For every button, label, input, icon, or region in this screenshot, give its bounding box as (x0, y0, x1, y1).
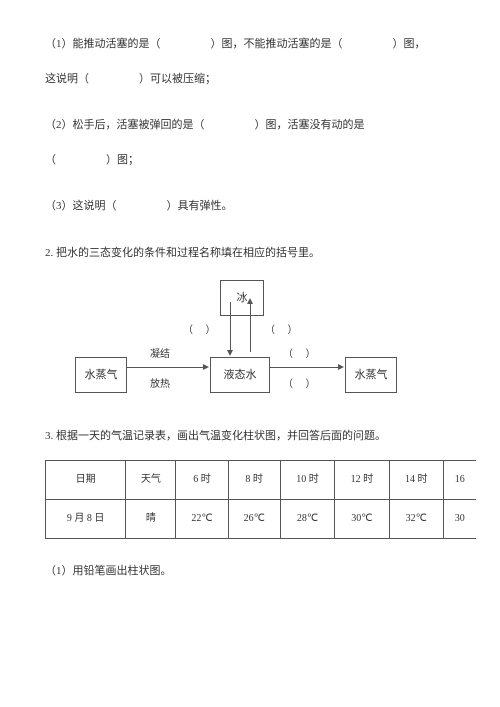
q1-p1c: ）图， (393, 38, 426, 50)
q1-p5a: （3）这说明（ (45, 200, 117, 212)
q1-p1b: ）图，不能推动活塞的是（ (211, 38, 343, 50)
arrow-ice-down-head (227, 350, 233, 356)
ice-box: 冰 (220, 280, 264, 317)
table-row: 9 月 8 日 晴 22℃ 26℃ 28℃ 30℃ 32℃ 30 (46, 500, 476, 539)
arrow-left-right-head (203, 364, 209, 370)
td-6: 32℃ (389, 500, 443, 539)
q2-title: 2. 把水的三态变化的条件和过程名称填在相应的括号里。 (45, 239, 455, 268)
arrow-right-head (338, 364, 344, 370)
q1-p1a: （1）能推动活塞的是（ (45, 38, 161, 50)
q1-line4: （ ）图； (45, 146, 455, 175)
td-3: 26℃ (228, 500, 280, 539)
q3-title: 3. 根据一天的气温记录表，画出气温变化柱状图，并回答后面的问题。 (45, 422, 455, 451)
q3-sub1: （1）用铅笔画出柱状图。 (45, 557, 455, 586)
q1-line5: （3）这说明（ ）具有弹性。 (45, 192, 455, 221)
th-3: 8 时 (228, 461, 280, 500)
td-2: 22℃ (176, 500, 228, 539)
th-2: 6 时 (176, 461, 228, 500)
q1-line1: （1）能推动活塞的是（ ）图，不能推动活塞的是（ ）图， (45, 30, 455, 59)
q1-line3: （2）松手后，活塞被弹回的是（ ）图，活塞没有动的是 (45, 111, 455, 140)
q1-p2a: 这说明（ (45, 73, 89, 85)
table-header-row: 日期 天气 6 时 8 时 10 时 12 时 14 时 16 (46, 461, 476, 500)
paren-left-vert: （ ） (183, 318, 216, 344)
q1-p5b: ）具有弹性。 (167, 200, 233, 212)
td-1: 晴 (126, 500, 176, 539)
th-1: 天气 (126, 461, 176, 500)
th-5: 12 时 (335, 461, 389, 500)
td-7: 30 (443, 500, 475, 539)
release-label: 放热 (150, 372, 170, 398)
td-0: 9 月 8 日 (46, 500, 126, 539)
q1-p2b: ）可以被压缩； (139, 73, 216, 85)
temperature-table: 日期 天气 6 时 8 时 10 时 12 时 14 时 16 9 月 8 日 … (45, 460, 476, 539)
paren-right-vert: （ ） (265, 318, 298, 344)
q1-p4b: ）图； (106, 154, 139, 166)
q1-line2: 这说明（ ）可以被压缩； (45, 65, 455, 94)
q1-p4a: （ (45, 154, 56, 166)
arrow-liquid-up-head (247, 298, 253, 304)
paren-top-right: （ ） (283, 342, 316, 368)
water-states-diagram: 冰 （ ） （ ） 水蒸气 凝结 放热 液态水 （ ） （ ） 水蒸气 (75, 280, 455, 410)
arrow-liquid-up (250, 302, 251, 352)
arrow-ice-down (230, 302, 231, 352)
q1-p3a: （2）松手后，活塞被弹回的是（ (45, 119, 205, 131)
q1-p3b: ）图，活塞没有动的是 (255, 119, 365, 131)
th-0: 日期 (46, 461, 126, 500)
condense-label: 凝结 (150, 342, 170, 368)
vapor-right-box: 水蒸气 (345, 357, 397, 394)
th-6: 14 时 (389, 461, 443, 500)
liquid-box: 液态水 (210, 357, 270, 394)
td-5: 30℃ (335, 500, 389, 539)
td-4: 28℃ (280, 500, 334, 539)
paren-bot-right: （ ） (283, 372, 316, 398)
th-4: 10 时 (280, 461, 334, 500)
th-7: 16 (443, 461, 475, 500)
vapor-left-box: 水蒸气 (75, 357, 127, 394)
